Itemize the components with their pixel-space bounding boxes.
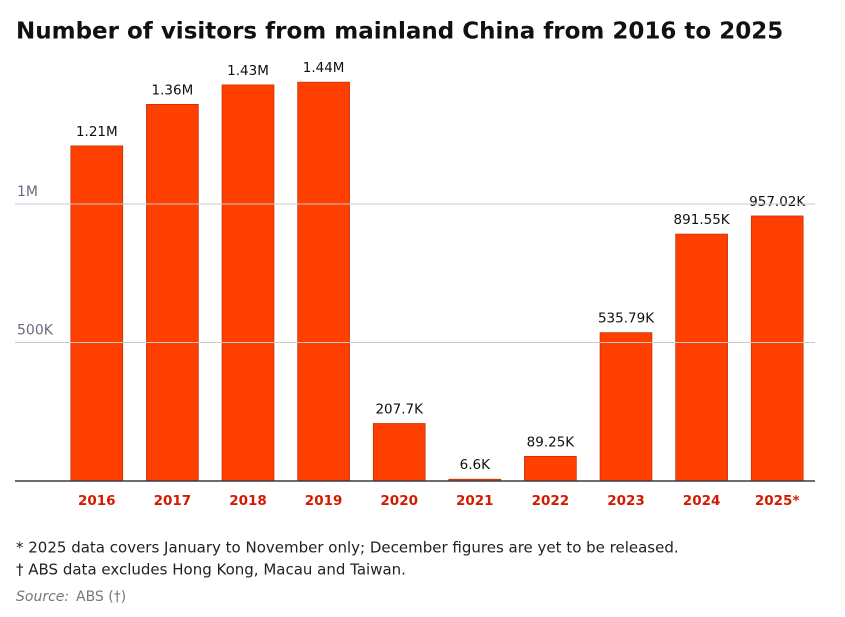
x-tick-label: 2020 — [380, 493, 418, 509]
x-tick-label: 2018 — [229, 493, 267, 509]
x-tick-label: 2016 — [78, 493, 116, 509]
bar — [599, 332, 653, 482]
value-label: 1.21M — [76, 124, 118, 140]
x-tick-label: 2021 — [456, 493, 494, 509]
value-label: 1.36M — [152, 82, 194, 98]
bar — [146, 103, 199, 482]
value-label: 207.7K — [375, 401, 424, 417]
bar — [372, 423, 426, 482]
value-label: 6.6K — [460, 457, 491, 473]
source-label: Source: — [16, 589, 69, 605]
bar — [70, 145, 124, 482]
x-tick-label: 2017 — [154, 493, 192, 509]
note: * 2025 data covers January to November o… — [16, 539, 679, 557]
note: † ABS data excludes Hong Kong, Macau and… — [16, 561, 406, 579]
value-label: 1.43M — [227, 63, 269, 79]
bar — [524, 455, 577, 482]
x-tick-label: 2025* — [755, 493, 800, 509]
value-label: 535.79K — [598, 311, 655, 327]
x-tick-label: 2019 — [305, 493, 343, 509]
bar — [297, 81, 350, 482]
x-tick-label: 2024 — [683, 493, 721, 509]
chart-title: Number of visitors from mainland China f… — [16, 19, 783, 45]
bar — [221, 84, 275, 482]
value-label: 89.25K — [527, 434, 576, 450]
x-tick-label: 2023 — [607, 493, 645, 509]
value-label: 1.44M — [303, 60, 345, 76]
value-label: 891.55K — [674, 212, 731, 228]
x-tick-label: 2022 — [532, 493, 570, 509]
value-label: 957.02K — [749, 194, 806, 210]
source: ABS (†) — [76, 589, 126, 605]
bar — [750, 215, 804, 482]
bar — [675, 233, 728, 482]
y-tick-label: 1M — [17, 184, 38, 200]
y-tick-label: 500K — [17, 323, 54, 339]
